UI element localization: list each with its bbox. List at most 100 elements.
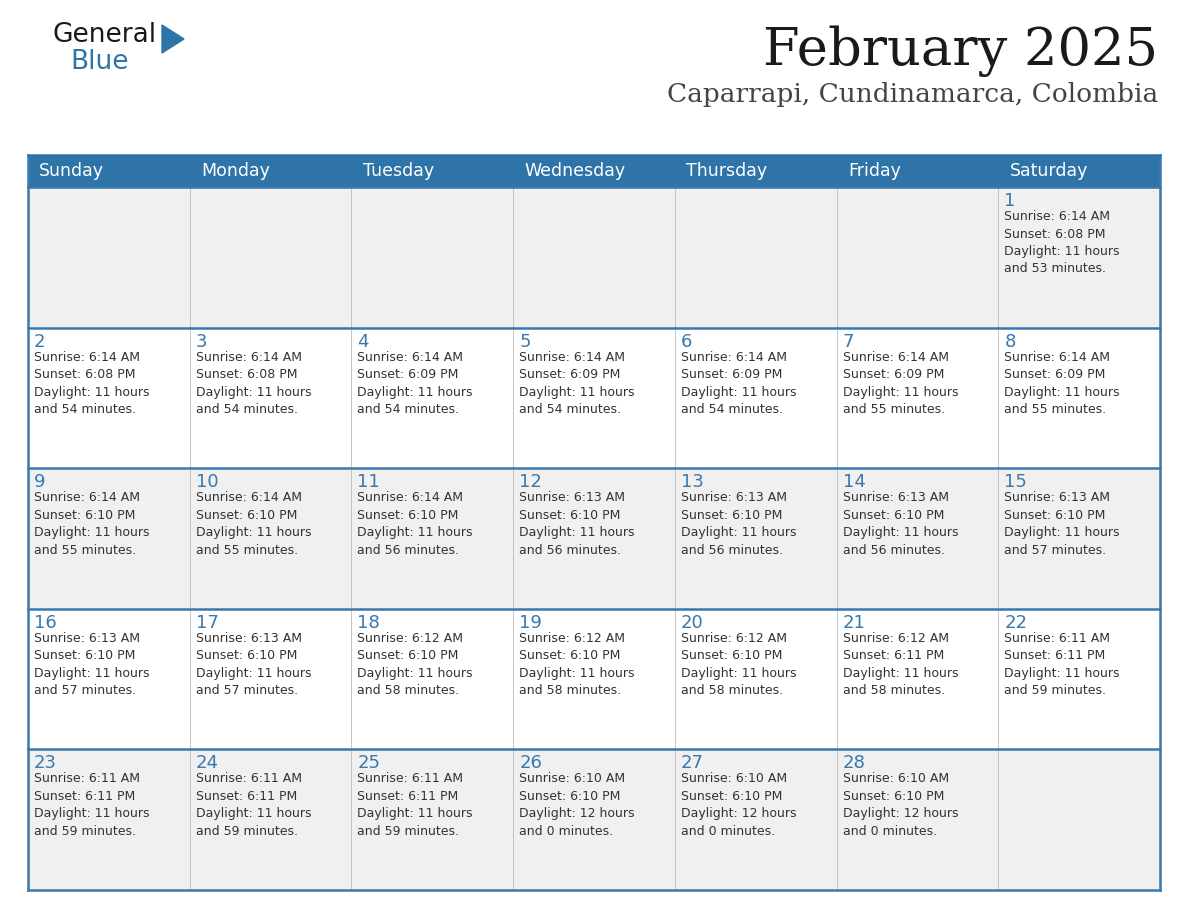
Text: Sunrise: 6:14 AM
Sunset: 6:09 PM
Daylight: 11 hours
and 54 minutes.: Sunrise: 6:14 AM Sunset: 6:09 PM Dayligh… [358, 351, 473, 416]
Text: February 2025: February 2025 [763, 25, 1158, 76]
Bar [836, 749, 998, 890]
Bar [352, 328, 513, 468]
Text: 3: 3 [196, 332, 207, 351]
Text: Sunrise: 6:14 AM
Sunset: 6:10 PM
Daylight: 11 hours
and 56 minutes.: Sunrise: 6:14 AM Sunset: 6:10 PM Dayligh… [358, 491, 473, 556]
Text: 18: 18 [358, 614, 380, 632]
Bar [836, 155, 998, 187]
Bar [190, 749, 352, 890]
Text: Sunrise: 6:13 AM
Sunset: 6:10 PM
Daylight: 11 hours
and 57 minutes.: Sunrise: 6:13 AM Sunset: 6:10 PM Dayligh… [196, 632, 311, 698]
Bar [29, 749, 190, 890]
Bar [29, 187, 190, 328]
Bar [352, 468, 513, 609]
Text: Sunrise: 6:14 AM
Sunset: 6:08 PM
Daylight: 11 hours
and 54 minutes.: Sunrise: 6:14 AM Sunset: 6:08 PM Dayligh… [196, 351, 311, 416]
Bar [998, 155, 1159, 187]
Bar [675, 609, 836, 749]
Text: 9: 9 [34, 473, 45, 491]
Bar [675, 749, 836, 890]
Text: Sunrise: 6:14 AM
Sunset: 6:09 PM
Daylight: 11 hours
and 55 minutes.: Sunrise: 6:14 AM Sunset: 6:09 PM Dayligh… [1004, 351, 1120, 416]
Text: 5: 5 [519, 332, 531, 351]
Bar [513, 328, 675, 468]
Bar [513, 609, 675, 749]
Text: Sunrise: 6:13 AM
Sunset: 6:10 PM
Daylight: 11 hours
and 57 minutes.: Sunrise: 6:13 AM Sunset: 6:10 PM Dayligh… [1004, 491, 1120, 556]
Bar [998, 187, 1159, 328]
Bar [998, 328, 1159, 468]
Text: Sunrise: 6:12 AM
Sunset: 6:10 PM
Daylight: 11 hours
and 58 minutes.: Sunrise: 6:12 AM Sunset: 6:10 PM Dayligh… [519, 632, 634, 698]
Bar [836, 468, 998, 609]
Bar [998, 609, 1159, 749]
Bar [998, 468, 1159, 609]
Text: Sunrise: 6:14 AM
Sunset: 6:09 PM
Daylight: 11 hours
and 54 minutes.: Sunrise: 6:14 AM Sunset: 6:09 PM Dayligh… [681, 351, 796, 416]
Text: Sunrise: 6:11 AM
Sunset: 6:11 PM
Daylight: 11 hours
and 59 minutes.: Sunrise: 6:11 AM Sunset: 6:11 PM Dayligh… [358, 772, 473, 838]
Bar [675, 187, 836, 328]
Text: Sunrise: 6:10 AM
Sunset: 6:10 PM
Daylight: 12 hours
and 0 minutes.: Sunrise: 6:10 AM Sunset: 6:10 PM Dayligh… [519, 772, 634, 838]
Text: Sunrise: 6:11 AM
Sunset: 6:11 PM
Daylight: 11 hours
and 59 minutes.: Sunrise: 6:11 AM Sunset: 6:11 PM Dayligh… [1004, 632, 1120, 698]
Text: Sunrise: 6:10 AM
Sunset: 6:10 PM
Daylight: 12 hours
and 0 minutes.: Sunrise: 6:10 AM Sunset: 6:10 PM Dayligh… [842, 772, 958, 838]
Text: 4: 4 [358, 332, 369, 351]
Text: 23: 23 [34, 755, 57, 772]
Text: Sunrise: 6:11 AM
Sunset: 6:11 PM
Daylight: 11 hours
and 59 minutes.: Sunrise: 6:11 AM Sunset: 6:11 PM Dayligh… [34, 772, 150, 838]
Text: Wednesday: Wednesday [524, 162, 626, 180]
Text: Friday: Friday [848, 162, 901, 180]
Bar [675, 155, 836, 187]
Bar [190, 609, 352, 749]
Text: Sunrise: 6:10 AM
Sunset: 6:10 PM
Daylight: 12 hours
and 0 minutes.: Sunrise: 6:10 AM Sunset: 6:10 PM Dayligh… [681, 772, 796, 838]
Text: Sunrise: 6:12 AM
Sunset: 6:10 PM
Daylight: 11 hours
and 58 minutes.: Sunrise: 6:12 AM Sunset: 6:10 PM Dayligh… [681, 632, 796, 698]
Bar [352, 749, 513, 890]
Text: 12: 12 [519, 473, 542, 491]
Text: 8: 8 [1004, 332, 1016, 351]
Bar [29, 468, 190, 609]
Text: 26: 26 [519, 755, 542, 772]
Text: 14: 14 [842, 473, 865, 491]
Text: Monday: Monday [201, 162, 270, 180]
Bar [29, 609, 190, 749]
Text: Sunrise: 6:12 AM
Sunset: 6:11 PM
Daylight: 11 hours
and 58 minutes.: Sunrise: 6:12 AM Sunset: 6:11 PM Dayligh… [842, 632, 958, 698]
Text: Saturday: Saturday [1010, 162, 1088, 180]
Bar [836, 187, 998, 328]
Bar [352, 609, 513, 749]
Text: Thursday: Thursday [687, 162, 767, 180]
Text: 11: 11 [358, 473, 380, 491]
Bar [513, 155, 675, 187]
Text: Caparrapi, Cundinamarca, Colombia: Caparrapi, Cundinamarca, Colombia [666, 82, 1158, 107]
Bar [998, 749, 1159, 890]
Bar [675, 468, 836, 609]
Text: 27: 27 [681, 755, 703, 772]
Bar [675, 328, 836, 468]
Text: 21: 21 [842, 614, 865, 632]
Text: 10: 10 [196, 473, 219, 491]
Text: 20: 20 [681, 614, 703, 632]
Text: Sunrise: 6:12 AM
Sunset: 6:10 PM
Daylight: 11 hours
and 58 minutes.: Sunrise: 6:12 AM Sunset: 6:10 PM Dayligh… [358, 632, 473, 698]
Text: 22: 22 [1004, 614, 1028, 632]
Text: Sunrise: 6:14 AM
Sunset: 6:10 PM
Daylight: 11 hours
and 55 minutes.: Sunrise: 6:14 AM Sunset: 6:10 PM Dayligh… [196, 491, 311, 556]
Bar [190, 468, 352, 609]
Text: 19: 19 [519, 614, 542, 632]
Text: 28: 28 [842, 755, 865, 772]
Polygon shape [162, 25, 184, 53]
Bar [513, 187, 675, 328]
Text: Sunrise: 6:14 AM
Sunset: 6:10 PM
Daylight: 11 hours
and 55 minutes.: Sunrise: 6:14 AM Sunset: 6:10 PM Dayligh… [34, 491, 150, 556]
Text: Sunrise: 6:14 AM
Sunset: 6:09 PM
Daylight: 11 hours
and 55 minutes.: Sunrise: 6:14 AM Sunset: 6:09 PM Dayligh… [842, 351, 958, 416]
Bar [352, 155, 513, 187]
Text: 25: 25 [358, 755, 380, 772]
Bar [513, 468, 675, 609]
Text: Sunrise: 6:13 AM
Sunset: 6:10 PM
Daylight: 11 hours
and 56 minutes.: Sunrise: 6:13 AM Sunset: 6:10 PM Dayligh… [842, 491, 958, 556]
Text: 24: 24 [196, 755, 219, 772]
Bar [29, 155, 190, 187]
Text: Sunrise: 6:14 AM
Sunset: 6:08 PM
Daylight: 11 hours
and 53 minutes.: Sunrise: 6:14 AM Sunset: 6:08 PM Dayligh… [1004, 210, 1120, 275]
Bar [190, 155, 352, 187]
Bar [513, 749, 675, 890]
Text: Sunrise: 6:13 AM
Sunset: 6:10 PM
Daylight: 11 hours
and 56 minutes.: Sunrise: 6:13 AM Sunset: 6:10 PM Dayligh… [681, 491, 796, 556]
Text: Sunday: Sunday [39, 162, 105, 180]
Bar [352, 187, 513, 328]
Bar [29, 328, 190, 468]
Bar [836, 609, 998, 749]
Text: Blue: Blue [70, 49, 128, 75]
Text: 6: 6 [681, 332, 693, 351]
Text: Tuesday: Tuesday [362, 162, 434, 180]
Text: 1: 1 [1004, 192, 1016, 210]
Text: Sunrise: 6:13 AM
Sunset: 6:10 PM
Daylight: 11 hours
and 56 minutes.: Sunrise: 6:13 AM Sunset: 6:10 PM Dayligh… [519, 491, 634, 556]
Text: Sunrise: 6:13 AM
Sunset: 6:10 PM
Daylight: 11 hours
and 57 minutes.: Sunrise: 6:13 AM Sunset: 6:10 PM Dayligh… [34, 632, 150, 698]
Text: 16: 16 [34, 614, 57, 632]
Text: Sunrise: 6:14 AM
Sunset: 6:09 PM
Daylight: 11 hours
and 54 minutes.: Sunrise: 6:14 AM Sunset: 6:09 PM Dayligh… [519, 351, 634, 416]
Bar [836, 328, 998, 468]
